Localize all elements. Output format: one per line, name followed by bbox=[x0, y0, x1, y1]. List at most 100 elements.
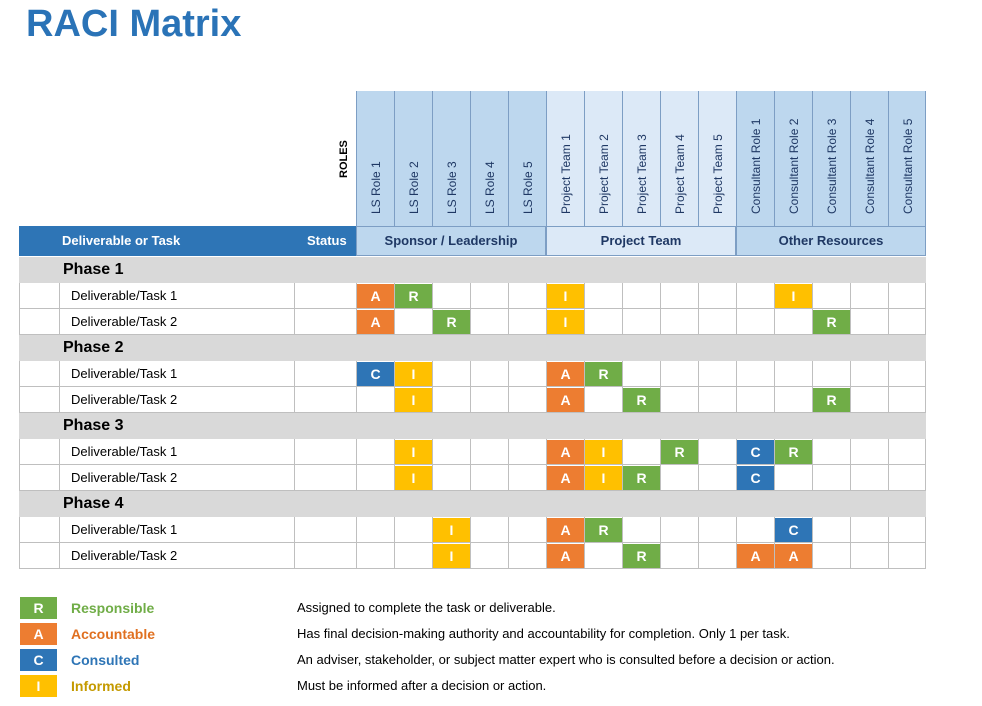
grid-line bbox=[736, 387, 737, 413]
raci-cell-I[interactable]: I bbox=[585, 466, 622, 490]
raci-cell-A[interactable]: A bbox=[547, 388, 584, 412]
role-label: LS Role 5 bbox=[521, 161, 535, 214]
raci-cell-R[interactable]: R bbox=[813, 310, 850, 334]
raci-cell-R[interactable]: R bbox=[585, 518, 622, 542]
grid-line bbox=[508, 543, 509, 569]
raci-cell-A[interactable]: A bbox=[775, 544, 812, 568]
raci-cell-C[interactable]: C bbox=[737, 466, 774, 490]
role-header-cell bbox=[660, 91, 698, 226]
grid-line bbox=[812, 465, 813, 491]
grid-line bbox=[432, 543, 433, 569]
grid-line bbox=[774, 517, 775, 543]
grid-line bbox=[394, 543, 395, 569]
raci-cell-A[interactable]: A bbox=[737, 544, 774, 568]
grid-line bbox=[432, 283, 433, 309]
task-row bbox=[19, 387, 926, 413]
grid-line bbox=[888, 543, 889, 569]
raci-cell-I[interactable]: I bbox=[585, 440, 622, 464]
raci-cell-A[interactable]: A bbox=[547, 362, 584, 386]
raci-cell-R[interactable]: R bbox=[395, 284, 432, 308]
grid-line bbox=[622, 361, 623, 387]
grid-line bbox=[736, 517, 737, 543]
role-header-cell bbox=[850, 91, 888, 226]
raci-cell-R[interactable]: R bbox=[623, 388, 660, 412]
grid-line bbox=[508, 465, 509, 491]
grid-line bbox=[508, 517, 509, 543]
header-bar bbox=[19, 226, 356, 256]
grid-line bbox=[294, 309, 295, 335]
raci-cell-I[interactable]: I bbox=[547, 310, 584, 334]
role-label: LS Role 4 bbox=[483, 161, 497, 214]
grid-line bbox=[59, 465, 60, 491]
grid-line bbox=[888, 387, 889, 413]
grid-line bbox=[660, 517, 661, 543]
legend-swatch: R bbox=[20, 597, 57, 619]
task-name: Deliverable/Task 1 bbox=[71, 366, 178, 381]
raci-cell-R[interactable]: R bbox=[623, 544, 660, 568]
role-label: LS Role 2 bbox=[407, 161, 421, 214]
grid-line bbox=[432, 309, 433, 335]
legend-description: Must be informed after a decision or act… bbox=[297, 678, 547, 693]
grid-line bbox=[356, 361, 357, 387]
raci-cell-I[interactable]: I bbox=[775, 284, 812, 308]
task-name: Deliverable/Task 1 bbox=[71, 288, 178, 303]
grid-line bbox=[774, 543, 775, 569]
raci-cell-I[interactable]: I bbox=[547, 284, 584, 308]
raci-cell-A[interactable]: A bbox=[547, 440, 584, 464]
raci-cell-R[interactable]: R bbox=[585, 362, 622, 386]
raci-cell-R[interactable]: R bbox=[661, 440, 698, 464]
grid-line bbox=[584, 439, 585, 465]
role-header-cell bbox=[812, 91, 850, 226]
raci-cell-R[interactable]: R bbox=[813, 388, 850, 412]
grid-line bbox=[698, 387, 699, 413]
legend-term: Responsible bbox=[71, 600, 155, 616]
grid-line bbox=[584, 517, 585, 543]
grid-line bbox=[850, 517, 851, 543]
grid-line bbox=[660, 439, 661, 465]
raci-cell-I[interactable]: I bbox=[395, 362, 432, 386]
grid-line bbox=[584, 543, 585, 569]
grid-line bbox=[698, 283, 699, 309]
raci-cell-A[interactable]: A bbox=[357, 284, 394, 308]
raci-cell-A[interactable]: A bbox=[547, 466, 584, 490]
raci-cell-I[interactable]: I bbox=[433, 544, 470, 568]
legend-description: Has final decision-making authority and … bbox=[297, 626, 790, 641]
grid-line bbox=[660, 465, 661, 491]
task-name: Deliverable/Task 1 bbox=[71, 522, 178, 537]
legend-term: Informed bbox=[71, 678, 131, 694]
grid-line bbox=[59, 361, 60, 387]
raci-cell-C[interactable]: C bbox=[737, 440, 774, 464]
task-name: Deliverable/Task 2 bbox=[71, 470, 178, 485]
raci-cell-C[interactable]: C bbox=[357, 362, 394, 386]
grid-line bbox=[850, 361, 851, 387]
grid-line bbox=[698, 361, 699, 387]
grid-line bbox=[470, 283, 471, 309]
raci-cell-A[interactable]: A bbox=[547, 518, 584, 542]
grid-line bbox=[508, 387, 509, 413]
role-label: Consultant Role 1 bbox=[749, 118, 763, 214]
role-label: Project Team 5 bbox=[711, 134, 725, 214]
task-row bbox=[19, 465, 926, 491]
grid-line bbox=[356, 439, 357, 465]
raci-cell-I[interactable]: I bbox=[395, 440, 432, 464]
grid-line bbox=[394, 439, 395, 465]
grid-line bbox=[294, 283, 295, 309]
raci-cell-R[interactable]: R bbox=[775, 440, 812, 464]
raci-cell-I[interactable]: I bbox=[395, 466, 432, 490]
legend-description: An adviser, stakeholder, or subject matt… bbox=[297, 652, 835, 667]
raci-cell-C[interactable]: C bbox=[775, 518, 812, 542]
raci-cell-R[interactable]: R bbox=[623, 466, 660, 490]
grid-line bbox=[888, 439, 889, 465]
raci-cell-R[interactable]: R bbox=[433, 310, 470, 334]
grid-line bbox=[59, 439, 60, 465]
grid-line bbox=[546, 439, 547, 465]
grid-line bbox=[622, 439, 623, 465]
raci-cell-A[interactable]: A bbox=[547, 544, 584, 568]
raci-cell-I[interactable]: I bbox=[395, 388, 432, 412]
raci-cell-A[interactable]: A bbox=[357, 310, 394, 334]
grid-line bbox=[59, 543, 60, 569]
raci-cell-I[interactable]: I bbox=[433, 518, 470, 542]
grid-line bbox=[394, 517, 395, 543]
grid-line bbox=[470, 465, 471, 491]
grid-line bbox=[622, 543, 623, 569]
